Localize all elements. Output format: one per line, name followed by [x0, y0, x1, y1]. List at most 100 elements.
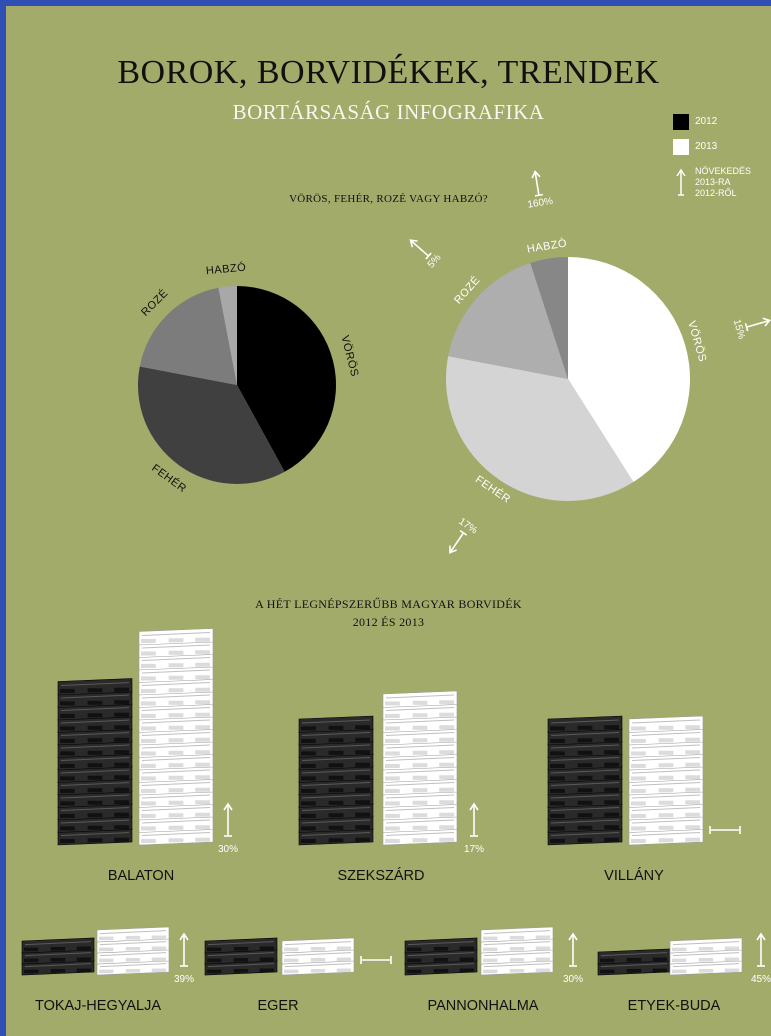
pallet-2013	[382, 740, 458, 758]
pallet-2013	[382, 765, 458, 783]
pallet-2013	[382, 715, 458, 733]
legend-label-2012: 2012	[695, 116, 718, 127]
arrow-up-icon	[744, 317, 771, 332]
pallet-chart: BALATON 30% SZEKSZÁRD 17% VILLÁNY TOKAJ-HEGYA…	[21, 628, 771, 1014]
pallet-2013	[96, 948, 170, 965]
growth-label: 30%	[563, 974, 583, 985]
infographic: BOROK, BORVIDÉKEK, TRENDEK BORTÁRSASÁG I…	[6, 6, 771, 1036]
pallet-2013	[628, 740, 704, 758]
pallet-2013	[628, 753, 704, 771]
pie-label-habzo-2013: HABZÓ	[526, 236, 568, 255]
growth-label: 17%	[464, 844, 484, 855]
pallet-2012	[57, 728, 133, 746]
pallet-2013	[138, 703, 214, 721]
legend-growth: NÖVEKEDÉS 2013-RA 2012-RŐL	[673, 166, 771, 206]
bar-heading: A HÉT LEGNÉPSZERŰBB MAGYAR BORVIDÉK 2012…	[6, 595, 771, 631]
pallet-2013	[138, 715, 214, 733]
arrow-up-icon	[676, 168, 686, 196]
pallet-2012	[298, 715, 374, 733]
page-title: BOROK, BORVIDÉKEK, TRENDEK	[117, 54, 660, 91]
pie-slice-habzo-2012	[218, 286, 237, 385]
legend-growth-label: NÖVEKEDÉS 2013-RA 2012-RŐL	[695, 166, 752, 198]
pie-label-habzo-2012: HABZÓ	[205, 261, 246, 278]
pallet-2012	[21, 948, 95, 965]
growth-label: 39%	[174, 974, 194, 985]
pallet-2013	[382, 753, 458, 771]
pallet-2012	[547, 753, 623, 771]
pallet-2012	[404, 948, 478, 965]
arrow-up-icon	[409, 239, 432, 260]
pallet-2013	[628, 765, 704, 783]
pallet-2012	[298, 803, 374, 821]
pie-slice-feher-2013	[445, 356, 634, 502]
pallet-2012	[597, 948, 671, 965]
region-label: ETYEK-BUDA	[628, 998, 721, 1014]
pallet-2012	[21, 959, 95, 976]
pallet-2012	[57, 815, 133, 833]
pallet-2012	[547, 715, 623, 733]
pallet-2013	[628, 778, 704, 796]
pallet-2012	[547, 790, 623, 808]
region-label: TOKAJ-HEGYALJA	[35, 998, 161, 1014]
bar-heading-line2: 2012 ÉS 2013	[352, 615, 425, 629]
pallet-2013	[382, 778, 458, 796]
pallet-2012	[21, 937, 95, 954]
pallet-2013	[96, 959, 170, 976]
pallet-2012	[57, 715, 133, 733]
pie-growth-habzo: 160%	[527, 196, 554, 211]
pallet-2013	[281, 937, 355, 954]
pie-heading: VÖRÖS, FEHÉR, ROZÉ VAGY HABZÓ?	[289, 193, 488, 205]
pallet-2012	[404, 959, 478, 976]
growth-label: 45%	[751, 974, 771, 985]
region-eger: EGER	[204, 937, 392, 1014]
pallet-2013	[382, 728, 458, 746]
arrow-up-icon	[756, 932, 766, 967]
pallet-2013	[138, 653, 214, 671]
pallet-2013	[138, 628, 214, 646]
pallet-2012	[547, 803, 623, 821]
region-villany: VILLÁNY	[547, 715, 741, 884]
arrow-up-icon	[568, 932, 578, 967]
arrow-up-icon	[223, 802, 233, 837]
region-pannonhalma: PANNONHALMA 30%	[404, 926, 583, 1014]
pallet-2013	[628, 715, 704, 733]
region-szekszard: SZEKSZÁRD 17%	[298, 690, 484, 884]
pallet-2013	[96, 926, 170, 943]
pallet-2012	[57, 753, 133, 771]
pallet-2013	[480, 948, 554, 965]
pallet-2013	[628, 815, 704, 833]
region-label: BALATON	[108, 868, 174, 884]
pallet-2013	[480, 959, 554, 976]
legend-label-2013: 2013	[695, 141, 718, 152]
pallet-2012	[57, 803, 133, 821]
page-subtitle: BORTÁRSASÁG INFOGRAFIKA	[232, 100, 545, 124]
pallet-2012	[57, 740, 133, 758]
legend-swatch-2012	[673, 114, 689, 130]
pallet-2012	[57, 703, 133, 721]
pie-slice-habzo-2013	[530, 257, 568, 379]
pallet-2013	[480, 926, 554, 943]
pallet-2012	[298, 815, 374, 833]
region-balaton: BALATON 30%	[57, 628, 238, 884]
pallet-2012	[57, 678, 133, 696]
pallet-2013	[281, 948, 355, 965]
pallet-2013	[480, 937, 554, 954]
pallet-2013	[138, 678, 214, 696]
region-label: EGER	[257, 998, 298, 1014]
pie-slice-voros-2013	[568, 257, 691, 483]
pallet-2013	[628, 790, 704, 808]
pallet-2013	[138, 753, 214, 771]
pallet-2013	[138, 740, 214, 758]
pallet-2012	[204, 937, 278, 954]
region-label: VILLÁNY	[604, 867, 664, 884]
pie-slice-roze-2013	[448, 262, 568, 379]
arrow-up-icon	[531, 170, 543, 197]
pallet-2013	[138, 728, 214, 746]
growth-label: 30%	[218, 844, 238, 855]
arrow-up-icon	[179, 932, 189, 967]
arrow-up-icon	[469, 802, 479, 837]
pallet-2013	[382, 690, 458, 708]
pie-growth-voros: 15%	[731, 318, 747, 340]
